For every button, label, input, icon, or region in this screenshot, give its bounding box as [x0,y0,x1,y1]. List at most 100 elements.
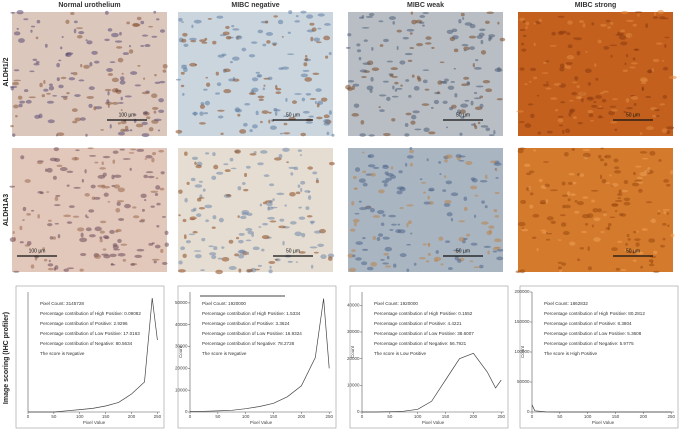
cell [663,179,669,183]
cell [662,223,667,226]
cell [199,111,204,116]
cell [13,104,19,109]
cell [388,16,397,20]
cell [409,32,413,35]
cell [238,232,245,236]
cell [66,221,73,224]
cell [128,49,134,54]
cell [85,39,88,41]
cell [519,28,526,32]
cell [251,41,258,44]
cell [37,214,40,219]
cell [199,39,207,43]
cell [446,126,449,129]
column-title: Normal urothelium [58,2,120,9]
cell [528,185,531,191]
cell [478,32,485,37]
cell [290,172,294,176]
y-tick-label: 200000 [514,289,530,294]
cell [43,258,48,262]
cell [283,122,288,126]
cell [47,119,55,124]
cell [608,110,615,116]
cell [409,162,413,167]
cell [469,46,475,50]
cell [383,183,388,187]
cell [492,250,498,253]
cell [183,234,187,240]
cell [368,134,375,137]
cell [151,93,158,99]
cell [474,194,479,197]
cell [393,263,397,268]
cell [636,176,643,180]
cell [57,234,61,239]
cell [118,217,125,221]
cell [601,178,607,184]
cell [460,116,465,119]
cell [429,200,434,205]
cell [573,116,577,120]
cell [382,214,386,217]
cell [63,96,68,100]
column-title: MIBC strong [575,2,617,9]
cell [141,91,150,95]
cell [194,63,198,66]
cell [283,132,291,135]
cell [104,88,112,92]
cell [302,69,310,72]
cell [90,184,96,189]
cell [425,260,430,263]
cell [94,226,102,232]
cell [275,84,278,90]
cell [361,261,368,266]
profiler-line: Percentage contribution of Low Positive:… [202,331,302,336]
cell [304,57,308,62]
cell [220,132,224,136]
cell [86,216,89,219]
cell [524,123,532,128]
cell [114,40,123,43]
cell [26,240,32,246]
cell [124,125,129,131]
cell [66,184,70,187]
cell [177,269,186,273]
cell [444,199,452,204]
cell [24,179,31,183]
cell [404,123,409,127]
cell [657,212,661,215]
cell [469,185,478,190]
cell [54,265,59,270]
cell [185,240,191,244]
cell [499,37,506,42]
cell [36,161,43,165]
cell [38,113,43,119]
cell [194,254,202,259]
cell [631,62,638,65]
cell [181,64,187,67]
cell [422,243,427,246]
cell [398,170,403,174]
cell [404,133,410,137]
cell [150,190,159,193]
cell [153,110,157,114]
cell [56,77,60,82]
cell [251,87,259,93]
cell [68,77,76,81]
cell [637,13,640,17]
cell [19,225,23,231]
cell [151,106,159,110]
cell [122,258,127,262]
cell [497,21,500,25]
cell [427,195,430,200]
cell [213,164,219,170]
cell [421,24,425,27]
cell [457,258,462,263]
cell [394,88,398,92]
scale-bar-label: 50 µm [456,248,470,254]
cell [237,186,242,191]
cell [603,162,608,167]
cell [307,191,310,194]
cell [97,174,106,179]
